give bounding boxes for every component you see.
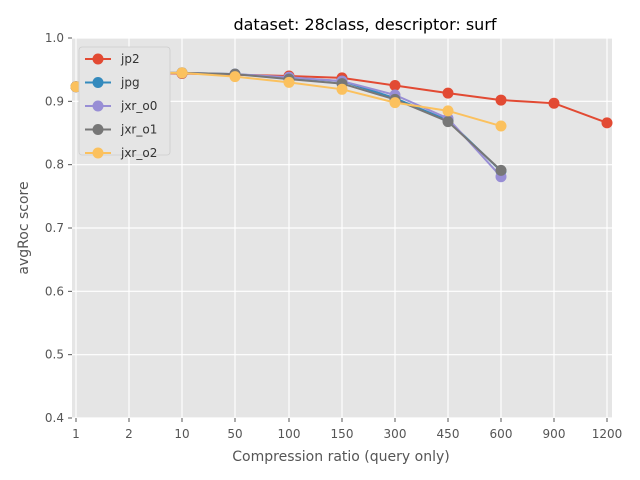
y-tick-label: 0.6 [45, 284, 64, 298]
data-point-jp2 [601, 117, 613, 129]
y-tick-label: 0.8 [45, 158, 64, 172]
data-point-jp2 [389, 80, 401, 91]
x-ticks: 1 2 10 50 100 150 300 450 600 900 1200 [72, 418, 622, 441]
x-tick-label: 900 [543, 427, 566, 441]
legend-item-jp2: jp2 [85, 52, 140, 66]
legend-label: jxr_o1 [120, 123, 157, 137]
data-point-jxr_o2 [176, 67, 188, 79]
legend-item-jxr_o0: jxr_o0 [85, 99, 157, 113]
x-tick-label: 50 [227, 427, 242, 441]
data-point-jxr_o1 [495, 164, 507, 176]
x-tick-label: 150 [331, 427, 354, 441]
legend-marker [92, 100, 104, 112]
y-tick-label: 0.5 [45, 348, 64, 362]
x-axis-label: Compression ratio (query only) [232, 449, 449, 465]
data-point-jxr_o2 [389, 97, 401, 109]
data-point-jxr_o2 [283, 76, 295, 88]
y-tick-label: 0.7 [45, 221, 64, 235]
data-point-jxr_o1 [442, 116, 454, 128]
x-tick-label: 450 [437, 427, 460, 441]
data-point-jxr_o2 [495, 120, 507, 132]
chart-title: dataset: 28class, descriptor: surf [233, 15, 496, 34]
legend-label: jxr_o2 [120, 146, 157, 160]
data-point-jxr_o2 [229, 71, 241, 83]
x-tick-label: 10 [174, 427, 189, 441]
y-tick-label: 1.0 [45, 31, 64, 45]
data-point-jxr_o2 [442, 105, 454, 117]
legend-item-jxr_o1: jxr_o1 [85, 123, 157, 137]
x-tick-label: 2 [125, 427, 133, 441]
y-ticks: 0.4 0.5 0.6 0.7 0.8 0.9 1.0 [45, 31, 72, 425]
y-axis-label: avgRoc score [16, 181, 32, 274]
x-tick-label: 1200 [592, 427, 623, 441]
y-tick-label: 0.9 [45, 94, 64, 108]
data-point-jp2 [495, 94, 507, 106]
y-tick-label: 0.4 [45, 411, 64, 425]
legend-label: jpg [120, 76, 140, 90]
legend-label: jxr_o0 [120, 99, 157, 113]
x-tick-label: 300 [384, 427, 407, 441]
legend-marker [92, 147, 104, 159]
legend: jp2 jpg jxr_o0 jxr_o1 jxr_o2 [78, 46, 171, 160]
legend-marker [92, 77, 104, 88]
legend-marker [92, 124, 104, 135]
legend-item-jpg: jpg [85, 76, 140, 90]
x-tick-label: 100 [278, 427, 301, 441]
legend-item-jxr_o2: jxr_o2 [85, 146, 157, 160]
legend-marker [92, 53, 104, 65]
x-tick-label: 600 [490, 427, 513, 441]
x-tick-label: 1 [72, 427, 80, 441]
legend-label: jp2 [120, 52, 140, 66]
data-point-jp2 [442, 87, 454, 99]
data-point-jp2 [548, 97, 560, 109]
data-point-jxr_o2 [336, 83, 348, 95]
